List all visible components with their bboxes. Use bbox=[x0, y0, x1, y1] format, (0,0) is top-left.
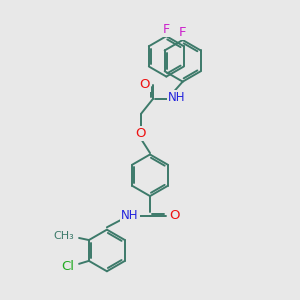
Text: Cl: Cl bbox=[61, 260, 74, 273]
Text: NH: NH bbox=[121, 209, 139, 222]
Text: O: O bbox=[169, 209, 180, 223]
Text: NH: NH bbox=[168, 91, 185, 104]
Text: O: O bbox=[140, 77, 150, 91]
Text: F: F bbox=[179, 26, 186, 39]
Text: O: O bbox=[135, 127, 146, 140]
Text: F: F bbox=[163, 23, 170, 36]
Text: CH₃: CH₃ bbox=[53, 231, 74, 241]
